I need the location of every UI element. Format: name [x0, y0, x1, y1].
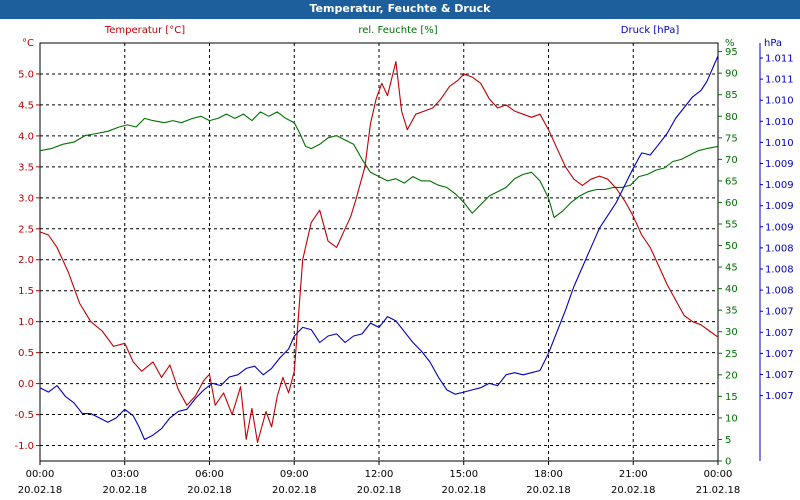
- axes: 00:00 20.02.18 03:00 20.02.18 06:00 20.02.18 0…: [14, 38, 793, 496]
- pressure-tick-label: 1.009: [765, 201, 794, 212]
- x-tick-label-time: 12:00: [365, 469, 394, 480]
- pressure-tick-label: 1.007: [765, 328, 794, 339]
- pressure-tick-label: 1.010: [765, 96, 794, 107]
- humidity-tick-label: 65: [725, 176, 738, 187]
- pressure-tick-label: 1.008: [765, 265, 794, 276]
- temperature-tick-label: 1.5: [18, 286, 34, 297]
- temperature-tick-label: 4.0: [18, 131, 34, 142]
- x-tick-label-time: 00:00: [26, 469, 55, 480]
- temperature-tick-label: 0.0: [18, 379, 34, 390]
- pressure-tick-label: 1.007: [765, 370, 794, 381]
- x-tick-label-date: 20.02.18: [526, 485, 571, 496]
- humidity-tick-label: 30: [725, 327, 738, 338]
- humidity-tick-label: 0: [725, 457, 731, 468]
- x-tick-label-time: 03:00: [110, 469, 139, 480]
- humidity-series-label: rel. Feuchte [%]: [358, 25, 437, 36]
- humidity-tick-label: 75: [725, 133, 738, 144]
- pressure-tick-label: 1.009: [765, 222, 794, 233]
- pressure-tick-label: 1.007: [765, 391, 794, 402]
- humidity-tick-label: 20: [725, 370, 738, 381]
- pressure-tick-label: 1.007: [765, 307, 794, 318]
- x-tick-label-date: 20.02.18: [357, 485, 402, 496]
- pressure-series-label: Druck [hPa]: [621, 25, 680, 36]
- chart-canvas: 00:00 20.02.18 03:00 20.02.18 06:00 20.02.18 0…: [14, 25, 793, 496]
- temperature-tick-label: 3.5: [18, 162, 34, 173]
- temperature-series-line: [39, 61, 719, 443]
- humidity-tick-label: 45: [725, 263, 738, 274]
- humidity-tick-label: 50: [725, 241, 738, 252]
- humidity-tick-label: 90: [725, 69, 738, 80]
- humidity-tick-label: 80: [725, 112, 738, 123]
- temperature-unit-label: °C: [22, 38, 34, 49]
- humidity-tick-label: 60: [725, 198, 738, 209]
- pressure-tick-label: 1.011: [765, 75, 794, 86]
- temperature-tick-label: 3.0: [18, 193, 34, 204]
- x-tick-label-time: 00:00: [704, 469, 733, 480]
- pressure-tick-label: 1.010: [765, 138, 794, 149]
- x-tick-label-time: 18:00: [534, 469, 563, 480]
- pressure-tick-label: 1.009: [765, 180, 794, 191]
- humidity-tick-label: 25: [725, 349, 738, 360]
- humidity-tick-label: 40: [725, 284, 738, 295]
- x-tick-label-time: 15:00: [449, 469, 478, 480]
- chart-title-bar: Temperatur, Feuchte & Druck: [0, 0, 800, 19]
- x-tick-label-date: 20.02.18: [18, 485, 63, 496]
- pressure-tick-label: 1.010: [765, 117, 794, 128]
- humidity-unit-label: %: [725, 38, 735, 49]
- pressure-tick-label: 1.008: [765, 286, 794, 297]
- temperature-tick-label: 2.5: [18, 224, 34, 235]
- temperature-tick-label: 4.5: [18, 100, 34, 111]
- temperature-tick-label: 1.0: [18, 317, 34, 328]
- temperature-series-label: Temperatur [°C]: [104, 25, 185, 36]
- x-tick-label-time: 21:00: [619, 469, 648, 480]
- x-tick-label-date: 20.02.18: [187, 485, 232, 496]
- x-tick-label-time: 09:00: [280, 469, 309, 480]
- x-tick-label-date: 21.02.18: [696, 485, 741, 496]
- pressure-series-line: [39, 55, 719, 441]
- humidity-tick-label: 95: [725, 47, 738, 58]
- pressure-unit-label: hPa: [764, 38, 782, 49]
- humidity-tick-label: 70: [725, 155, 738, 166]
- x-tick-label-date: 20.02.18: [102, 485, 147, 496]
- humidity-tick-label: 85: [725, 90, 738, 101]
- series-headers: Temperatur [°C] rel. Feuchte [%] Druck [hP…: [104, 25, 680, 36]
- temperature-tick-label: 2.0: [18, 255, 34, 266]
- x-tick-label-date: 20.02.18: [441, 485, 486, 496]
- temperature-tick-label: 0.5: [18, 348, 34, 359]
- temperature-tick-label: -1.0: [14, 441, 34, 452]
- humidity-tick-label: 35: [725, 306, 738, 317]
- x-tick-label-date: 20.02.18: [272, 485, 317, 496]
- pressure-tick-label: 1.009: [765, 159, 794, 170]
- x-tick-label-time: 06:00: [195, 469, 224, 480]
- temperature-tick-label: 5.0: [18, 69, 34, 80]
- chart-title: Temperatur, Feuchte & Druck: [309, 2, 491, 15]
- humidity-series-line: [39, 111, 719, 219]
- x-tick-label-date: 20.02.18: [611, 485, 656, 496]
- humidity-tick-label: 10: [725, 413, 738, 424]
- humidity-tick-label: 55: [725, 219, 738, 230]
- temperature-tick-label: -0.5: [14, 410, 34, 421]
- series-lines: [39, 55, 719, 443]
- pressure-tick-label: 1.008: [765, 243, 794, 254]
- pressure-tick-label: 1.007: [765, 349, 794, 360]
- humidity-tick-label: 15: [725, 392, 738, 403]
- humidity-tick-label: 5: [725, 435, 731, 446]
- pressure-tick-label: 1.011: [765, 54, 794, 65]
- grid-lines: [39, 42, 719, 462]
